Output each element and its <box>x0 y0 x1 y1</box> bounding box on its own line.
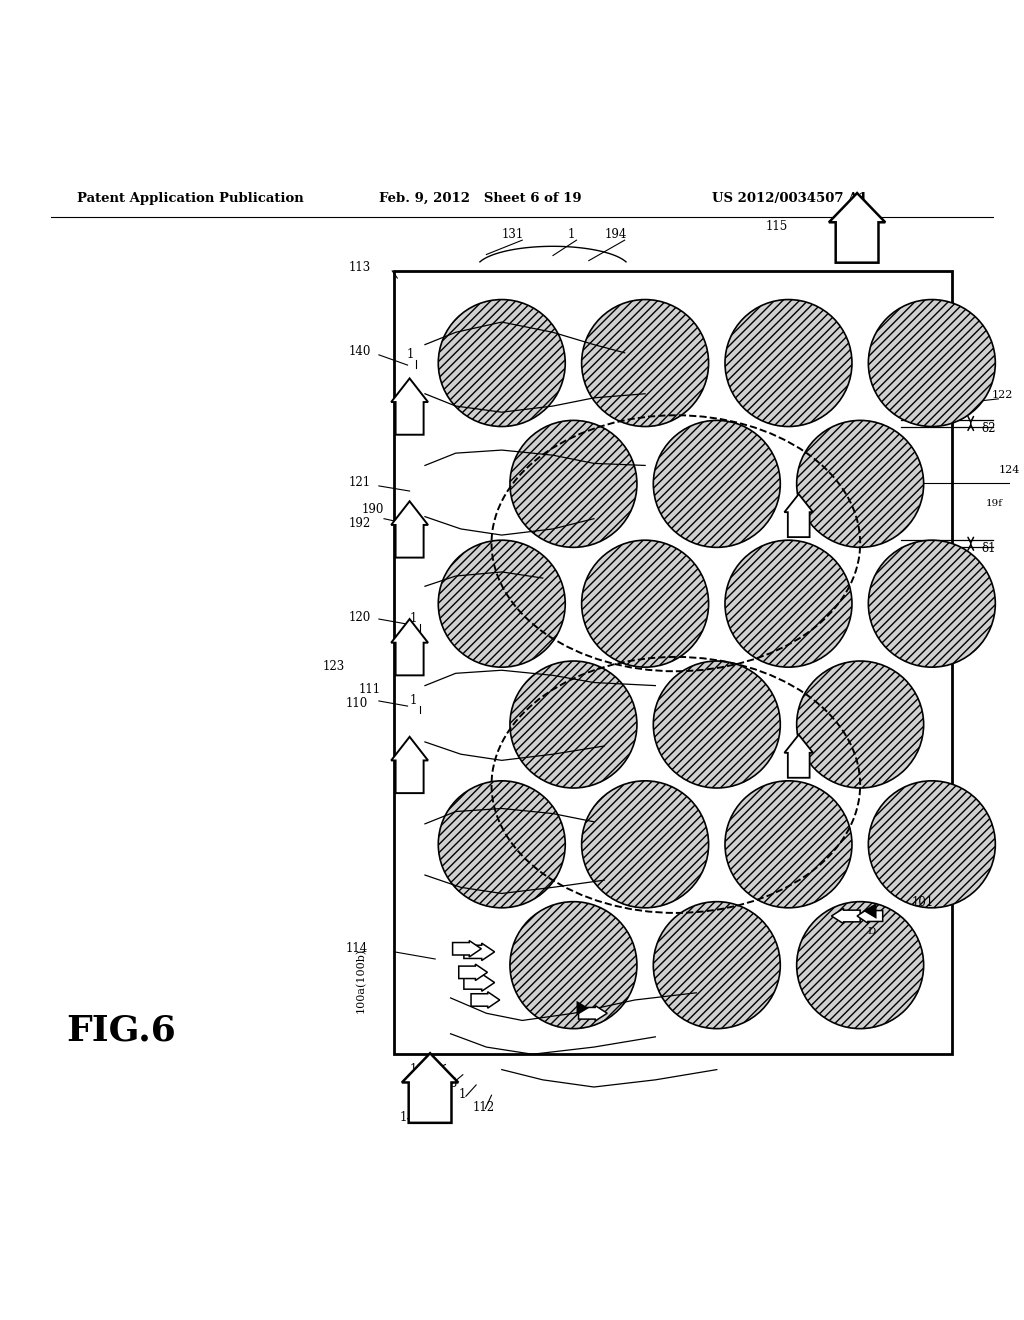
Polygon shape <box>577 1001 589 1015</box>
Polygon shape <box>863 903 877 919</box>
Circle shape <box>438 781 565 908</box>
Text: 122: 122 <box>991 389 1013 400</box>
Polygon shape <box>471 991 500 1008</box>
Circle shape <box>653 420 780 548</box>
Text: 116: 116 <box>410 1063 432 1076</box>
Text: 1: 1 <box>410 694 417 708</box>
Text: 121: 121 <box>348 477 371 488</box>
Circle shape <box>868 540 995 667</box>
Text: 131: 131 <box>502 228 524 242</box>
Polygon shape <box>784 494 813 537</box>
Text: 193: 193 <box>435 1077 458 1090</box>
Polygon shape <box>459 964 487 981</box>
Text: δ1: δ1 <box>981 543 995 554</box>
Polygon shape <box>391 502 428 557</box>
Text: Feb. 9, 2012   Sheet 6 of 19: Feb. 9, 2012 Sheet 6 of 19 <box>379 191 582 205</box>
Circle shape <box>653 661 780 788</box>
Circle shape <box>510 902 637 1028</box>
Text: 194: 194 <box>604 228 627 242</box>
Text: 123: 123 <box>323 660 345 673</box>
Text: 1: 1 <box>399 1111 407 1123</box>
Text: 117: 117 <box>852 240 874 253</box>
Text: 1: 1 <box>459 1088 466 1101</box>
Text: 1: 1 <box>567 228 574 242</box>
Text: 124: 124 <box>998 465 1020 475</box>
Text: FIG.6: FIG.6 <box>67 1014 176 1047</box>
Text: Patent Application Publication: Patent Application Publication <box>77 191 303 205</box>
Circle shape <box>797 902 924 1028</box>
Polygon shape <box>464 974 495 991</box>
Text: δ2: δ2 <box>981 421 995 434</box>
Circle shape <box>868 781 995 908</box>
Text: 140: 140 <box>348 345 371 358</box>
Circle shape <box>582 300 709 426</box>
Polygon shape <box>401 1053 459 1123</box>
Text: 190: 190 <box>361 503 384 516</box>
Circle shape <box>653 902 780 1028</box>
Text: D: D <box>867 928 876 936</box>
Text: 100a(100b): 100a(100b) <box>355 948 366 1014</box>
Circle shape <box>868 300 995 426</box>
Polygon shape <box>453 941 481 957</box>
Circle shape <box>797 420 924 548</box>
Text: 101: 101 <box>911 896 934 908</box>
Text: 1: 1 <box>407 348 414 360</box>
Polygon shape <box>831 908 860 924</box>
Polygon shape <box>391 619 428 676</box>
Text: US 2012/0034507 A1: US 2012/0034507 A1 <box>712 191 867 205</box>
Text: 1: 1 <box>850 220 857 232</box>
Circle shape <box>582 781 709 908</box>
Text: 115: 115 <box>766 220 788 232</box>
Text: 113: 113 <box>348 261 371 273</box>
Circle shape <box>725 300 852 426</box>
Text: 19f: 19f <box>986 499 1004 508</box>
Polygon shape <box>464 942 495 961</box>
Polygon shape <box>579 1006 607 1020</box>
Polygon shape <box>829 193 885 263</box>
Circle shape <box>510 661 637 788</box>
Bar <box>394 271 952 1055</box>
Text: 1: 1 <box>410 612 417 626</box>
Text: 110: 110 <box>346 697 369 710</box>
Text: 120: 120 <box>348 611 371 624</box>
Text: 111: 111 <box>358 682 381 696</box>
Circle shape <box>797 661 924 788</box>
Polygon shape <box>391 379 428 434</box>
Polygon shape <box>391 737 428 793</box>
Text: 112: 112 <box>473 1101 496 1114</box>
Circle shape <box>582 540 709 667</box>
Polygon shape <box>784 735 813 777</box>
Circle shape <box>510 420 637 548</box>
Circle shape <box>438 300 565 426</box>
Text: 1: 1 <box>414 512 421 525</box>
Text: 114: 114 <box>346 942 369 954</box>
Circle shape <box>725 781 852 908</box>
Polygon shape <box>857 909 883 923</box>
Circle shape <box>725 540 852 667</box>
Circle shape <box>438 540 565 667</box>
Text: 192: 192 <box>348 517 371 529</box>
